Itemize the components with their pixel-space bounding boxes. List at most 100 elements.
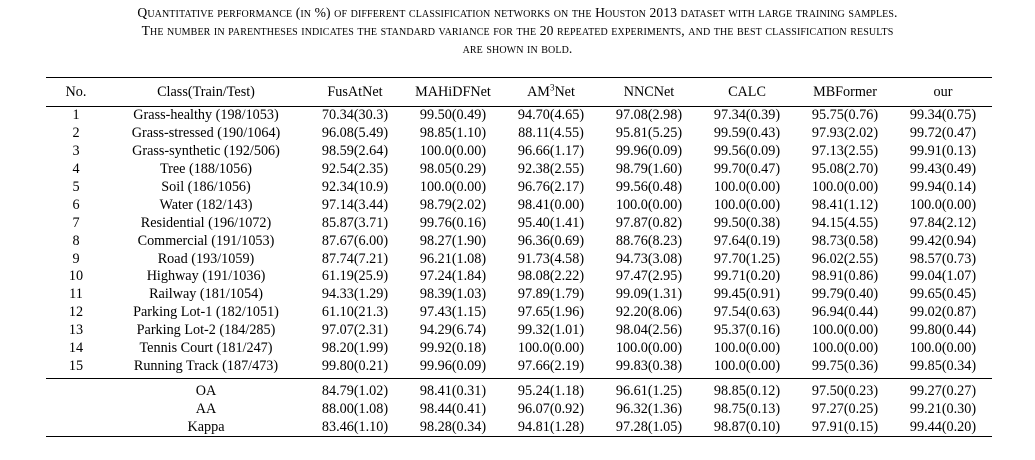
summary-label: AA — [195, 400, 217, 417]
class-name: Highway (191/1036) — [146, 268, 266, 285]
summary-value-cell: 99.21(0.30) — [909, 400, 977, 417]
value-cell: 100.0(0.00) — [517, 340, 585, 357]
table-row: 4 Tree (188/1056) 92.54(2.35) 98.05(0.29) 92… — [46, 161, 992, 179]
caption-line-1: Quantitative performance (in %) of diffe… — [137, 5, 898, 20]
summary-row: AA 88.00(1.08) 98.44(0.41) 96.07(0.92) 96.32… — [46, 400, 992, 418]
class-name: Residential (196/1072) — [140, 214, 272, 231]
value-cell: 95.75(0.76) — [811, 107, 879, 124]
value-cell: 99.96(0.09) — [615, 143, 683, 160]
summary-value-cell: 83.46(1.10) — [306, 418, 404, 438]
value-cell: 100.0(0.00) — [713, 179, 781, 195]
header-mbformer: MBFormer — [796, 77, 894, 107]
summary-spacer — [46, 418, 106, 438]
value-cell: 97.07(2.31) — [321, 322, 389, 339]
table-row: 14 Tennis Court (181/247) 98.20(1.99) 99.92… — [46, 340, 992, 358]
summary-value-cell: 97.91(0.15) — [796, 418, 894, 438]
value-cell: 98.04(2.56) — [615, 322, 683, 339]
value-cell: 97.08(2.98) — [615, 107, 683, 124]
value-cell: 98.41(0.00) — [517, 196, 585, 213]
summary-value-cell: 98.75(0.13) — [713, 400, 781, 417]
value-cell: 87.74(7.21) — [321, 250, 389, 267]
table-row: 2 Grass-stressed (190/1064) 96.08(5.49) 98.… — [46, 125, 992, 143]
value-cell: 98.57(0.73) — [909, 250, 977, 267]
value-cell: 92.34(10.9) — [321, 179, 389, 195]
header-fusatnet: FusAtNet — [306, 77, 404, 107]
value-cell: 98.59(2.64) — [321, 143, 389, 160]
table-header-row: No. Class(Train/Test) FusAtNet MAHiDFNet… — [46, 77, 992, 107]
value-cell: 98.27(1.90) — [419, 232, 487, 249]
summary-label: Kappa — [106, 418, 306, 438]
row-number: 7 — [72, 214, 80, 231]
value-cell: 99.65(0.45) — [909, 286, 977, 303]
row-number: 14 — [68, 340, 84, 357]
summary-spacer — [46, 400, 106, 418]
value-cell: 99.42(0.94) — [909, 232, 977, 249]
summary-value-cell: 96.32(1.36) — [615, 400, 683, 417]
value-cell: 92.20(8.06) — [615, 304, 683, 321]
summary-spacer — [46, 378, 106, 401]
table-row: 13 Parking Lot-2 (184/285) 97.07(2.31) 94.2… — [46, 322, 992, 340]
class-name: Parking Lot-2 (184/285) — [136, 322, 276, 339]
value-cell: 98.79(1.60) — [615, 161, 683, 178]
value-cell: 99.75(0.36) — [811, 357, 879, 374]
class-name: Tennis Court (181/247) — [139, 340, 273, 357]
class-name: Commercial (191/1053) — [137, 232, 275, 249]
summary-value-cell: 95.24(1.18) — [502, 378, 600, 401]
value-cell: 99.09(1.31) — [615, 286, 683, 303]
value-cell: 100.0(0.00) — [713, 357, 781, 374]
summary-row: Kappa 83.46(1.10) 98.28(0.34) 94.81(1.28) 97… — [46, 418, 992, 438]
table-row: 9 Road (193/1059) 87.74(7.21) 96.21(1.08) 91… — [46, 250, 992, 268]
value-cell: 99.43(0.49) — [909, 161, 977, 178]
row-number: 6 — [72, 196, 80, 213]
header-our: our — [894, 77, 992, 107]
table-row: 6 Water (182/143) 97.14(3.44) 98.79(2.02) 98… — [46, 196, 992, 214]
value-cell: 97.64(0.19) — [713, 232, 781, 249]
value-cell: 98.91(0.86) — [811, 268, 879, 285]
value-cell: 92.38(2.55) — [517, 161, 585, 178]
value-cell: 98.08(2.22) — [517, 268, 585, 285]
table-row: 7 Residential (196/1072) 85.87(3.71) 99.76(… — [46, 214, 992, 232]
value-cell: 98.39(1.03) — [419, 286, 487, 303]
results-table: No. Class(Train/Test) FusAtNet MAHiDFNet… — [46, 77, 992, 438]
summary-value-cell: 84.79(1.02) — [306, 378, 404, 401]
value-cell: 99.45(0.91) — [713, 286, 781, 303]
value-cell: 99.96(0.09) — [419, 357, 487, 374]
value-cell: 99.59(0.43) — [713, 125, 781, 142]
value-cell: 61.19(25.9) — [321, 268, 389, 285]
table-row: 1 Grass-healthy (198/1053) 70.34(30.3) 99.5… — [46, 107, 992, 125]
value-cell: 97.89(1.79) — [517, 286, 585, 303]
value-cell: 100.0(0.00) — [713, 196, 781, 213]
value-cell: 99.80(0.21) — [321, 357, 389, 374]
row-number: 5 — [72, 179, 80, 195]
header-no: No. — [46, 77, 106, 107]
table-row: 8 Commercial (191/1053) 87.67(6.00) 98.27(1… — [46, 232, 992, 250]
row-number: 10 — [68, 268, 84, 285]
class-name: Grass-synthetic (192/506) — [132, 143, 280, 160]
caption-line-2: The number in parentheses indicates the … — [141, 23, 894, 38]
row-number: 11 — [69, 286, 83, 303]
value-cell: 99.76(0.16) — [419, 214, 487, 231]
summary-value-cell: 98.87(0.10) — [698, 418, 796, 438]
value-cell: 99.70(0.47) — [713, 161, 781, 178]
class-rows: 1 Grass-healthy (198/1053) 70.34(30.3) 99.5… — [46, 107, 992, 379]
value-cell: 95.08(2.70) — [811, 161, 879, 178]
value-cell: 99.72(0.47) — [909, 125, 977, 142]
table-caption: Quantitative performance (in %) of diffe… — [0, 4, 1035, 58]
value-cell: 97.87(0.82) — [615, 214, 683, 231]
value-cell: 99.91(0.13) — [909, 143, 977, 160]
value-cell: 97.34(0.39) — [713, 107, 781, 124]
value-cell: 85.87(3.71) — [321, 214, 389, 231]
value-cell: 99.56(0.09) — [713, 143, 781, 160]
value-cell: 97.14(3.44) — [321, 196, 389, 213]
summary-value-cell: 97.27(0.25) — [811, 400, 879, 417]
value-cell: 97.65(1.96) — [517, 304, 585, 321]
summary-value-cell: 97.50(0.23) — [796, 378, 894, 401]
summary-value-cell: 96.07(0.92) — [517, 400, 585, 417]
value-cell: 97.70(1.25) — [713, 250, 781, 267]
header-am3net-base: AM — [527, 83, 550, 100]
row-number: 1 — [72, 107, 80, 124]
value-cell: 97.54(0.63) — [713, 304, 781, 321]
value-cell: 94.70(4.65) — [517, 107, 585, 124]
value-cell: 91.73(4.58) — [517, 250, 585, 267]
value-cell: 95.37(0.16) — [713, 322, 781, 339]
